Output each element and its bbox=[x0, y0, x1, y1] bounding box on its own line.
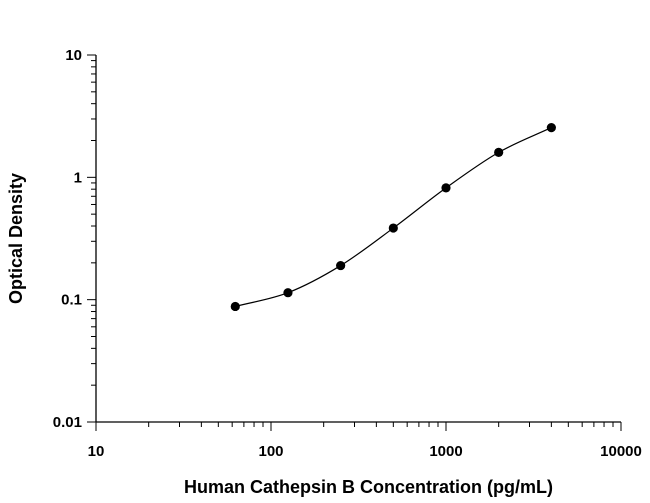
y-tick-label: 0.01 bbox=[53, 414, 82, 431]
x-axis-tick-labels: 10 100 1000 10000 bbox=[88, 443, 642, 460]
fit-curve bbox=[235, 127, 552, 308]
y-axis-title: Optical Density bbox=[6, 173, 26, 304]
data-point bbox=[494, 147, 504, 157]
axes bbox=[95, 55, 621, 423]
data-points bbox=[230, 122, 556, 312]
y-axis-tick-labels: 0.01 0.1 1 10 bbox=[53, 47, 82, 431]
y-tick-label: 1 bbox=[74, 169, 82, 186]
data-point bbox=[230, 301, 240, 312]
x-axis-title: Human Cathepsin B Concentration (pg/mL) bbox=[184, 477, 553, 497]
x-tick-label: 10000 bbox=[600, 443, 642, 460]
x-axis-ticks bbox=[95, 422, 622, 431]
data-point bbox=[546, 122, 556, 133]
x-tick-label: 100 bbox=[258, 443, 283, 460]
y-axis-ticks bbox=[87, 54, 96, 423]
y-tick-label: 10 bbox=[65, 47, 82, 64]
y-tick-label: 0.1 bbox=[61, 292, 82, 309]
data-point bbox=[283, 288, 293, 298]
x-tick-label: 1000 bbox=[429, 443, 462, 460]
x-tick-label: 10 bbox=[88, 443, 105, 460]
data-point bbox=[336, 260, 346, 271]
data-point bbox=[441, 183, 451, 193]
data-point bbox=[388, 223, 398, 233]
